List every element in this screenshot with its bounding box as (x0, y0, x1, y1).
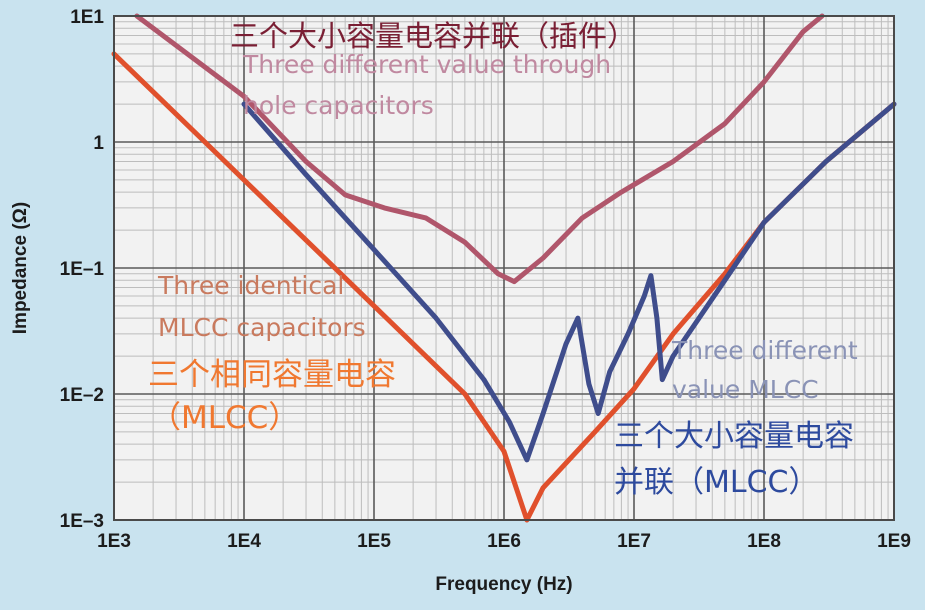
y-tick-label: 1 (93, 133, 104, 154)
annotations: 三个大小容量电容并联（插件） Three different value thr… (148, 19, 858, 500)
annotation-identical-en-2: MLCC capacitors (158, 313, 366, 342)
annotation-different-mlcc-en-2: value MLCC (672, 375, 819, 404)
y-tick-label: 1E–3 (60, 511, 104, 532)
y-tick-label: 1E–2 (60, 385, 104, 406)
series-layer (111, 13, 897, 523)
plot-frame (113, 15, 895, 521)
x-axis-title: Frequency (Hz) (435, 574, 572, 595)
annotation-through-hole-en-1: Three different value through (242, 50, 611, 79)
annotation-different-mlcc-en-1: Three different (671, 336, 858, 365)
annotation-through-hole-en-2: hole capacitors (243, 91, 434, 120)
series-line-0 (134, 13, 825, 285)
annotation-identical-zh-1: 三个相同容量电容 (148, 357, 396, 393)
annotation-identical-en-1: Three identical (157, 271, 344, 300)
x-tick-label: 1E3 (97, 531, 131, 552)
x-tick-label: 1E8 (747, 531, 781, 552)
annotation-through-hole-zh: 三个大小容量电容并联（插件） (230, 19, 636, 53)
annotation-different-mlcc-zh-1: 三个大小容量电容 (614, 419, 854, 454)
y-tick-label: 1E1 (70, 7, 104, 28)
x-tick-label: 1E6 (487, 531, 521, 552)
x-tick-label: 1E7 (617, 531, 651, 552)
x-tick-label: 1E9 (877, 531, 911, 552)
tick-labels: 1E3 1E4 1E5 1E6 1E7 1E8 1E9 1E–3 1E–2 1E–1 1 1E1 (60, 7, 911, 552)
y-axis-title: Impedance (Ω) (10, 202, 31, 334)
x-tick-label: 1E5 (357, 531, 391, 552)
annotation-identical-zh-2: （MLCC） (150, 400, 299, 436)
annotation-different-mlcc-zh-2: 并联（MLCC） (614, 465, 819, 500)
y-tick-label: 1E–1 (60, 259, 105, 280)
series-line-2 (241, 101, 897, 463)
x-tick-label: 1E4 (227, 531, 261, 552)
